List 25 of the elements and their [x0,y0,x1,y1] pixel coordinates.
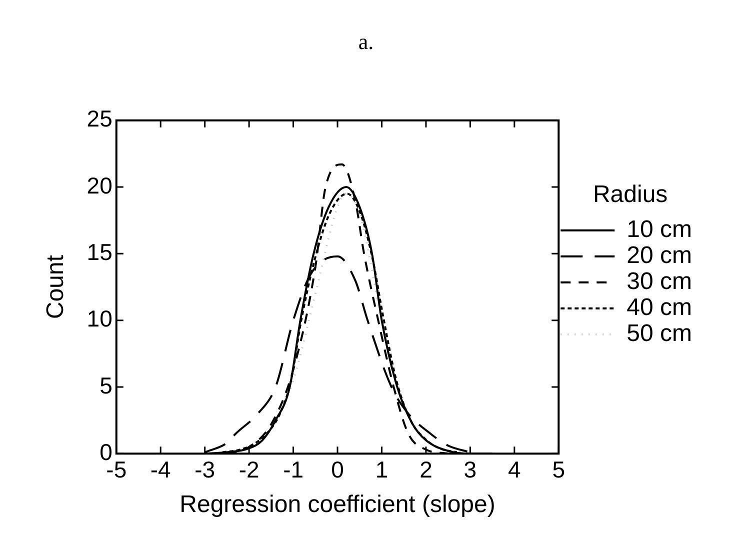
x-tick-label: 5 [552,456,566,483]
x-tick-label: 2 [420,456,432,483]
x-tick-label: -1 [283,456,304,483]
x-tick-label: 3 [464,456,477,483]
x-tick-label: 0 [331,456,344,483]
chart-title: a. [358,28,374,54]
y-axis-title: Count [42,254,70,320]
x-tick-label: -2 [238,456,260,483]
y-tick-label: 25 [86,106,112,132]
x-tick-label: 4 [508,456,522,483]
legend-label: 40 cm [626,294,692,322]
x-tick-label: 1 [375,456,388,483]
y-tick-label: 5 [100,372,112,398]
y-tick-label: 0 [100,438,112,465]
y-tick-label: 10 [86,306,112,332]
x-tick-label: -3 [194,456,216,483]
legend-title: Radius [592,181,668,208]
legend-label: 50 cm [626,320,692,348]
legend-label: 20 cm [626,242,692,270]
x-axis-title: Regression coefficient (slope) [180,491,496,518]
legend-label: 10 cm [626,216,692,244]
x-tick-label: -4 [150,456,172,483]
y-tick-label: 15 [86,239,112,266]
legend-label: 30 cm [626,268,692,296]
y-tick-label: 20 [86,172,112,198]
